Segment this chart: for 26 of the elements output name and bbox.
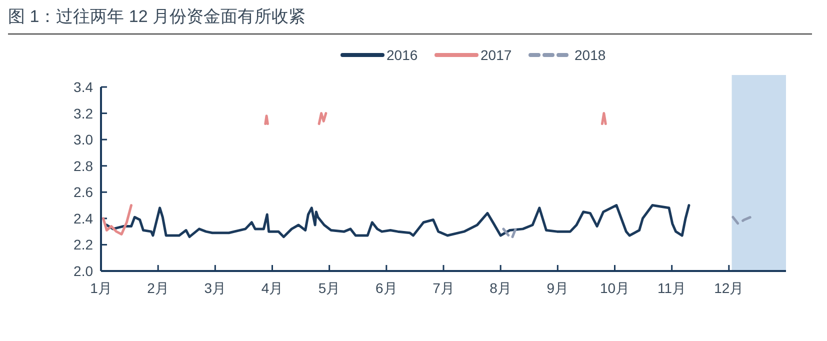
y-tick-label: 3.0 [74,132,94,148]
x-tick-label: 2月 [147,280,169,296]
x-tick-label: 6月 [376,280,398,296]
x-tick-label: 8月 [490,280,512,296]
y-tick-label: 2.8 [74,158,94,174]
x-tick-label: 11月 [658,280,686,296]
legend-label: 2018 [574,47,606,63]
legend-label: 2017 [480,47,512,63]
x-tick-label: 3月 [204,280,226,296]
y-tick-label: 2.6 [74,184,94,200]
x-tick-label: 9月 [546,280,569,296]
legend-label: 2016 [386,47,418,63]
chart-title: 图 1：过往两年 12 月份资金面有所收紧 [8,7,306,26]
y-tick-label: 3.2 [74,105,94,122]
x-tick-label: 12月 [714,280,744,296]
line-series [102,204,132,236]
y-tick-label: 3.4 [74,79,94,95]
x-tick-label: 5月 [318,280,340,296]
x-tick-label: 1月 [90,280,112,296]
line-series [105,204,690,238]
x-tick-label: 7月 [432,280,454,296]
y-tick-label: 2.2 [74,236,94,253]
x-tick-label: 4月 [261,280,284,296]
y-tick-label: 2.4 [74,210,94,226]
y-tick-label: 2.0 [74,263,94,279]
x-tick-label: 10月 [600,280,630,296]
